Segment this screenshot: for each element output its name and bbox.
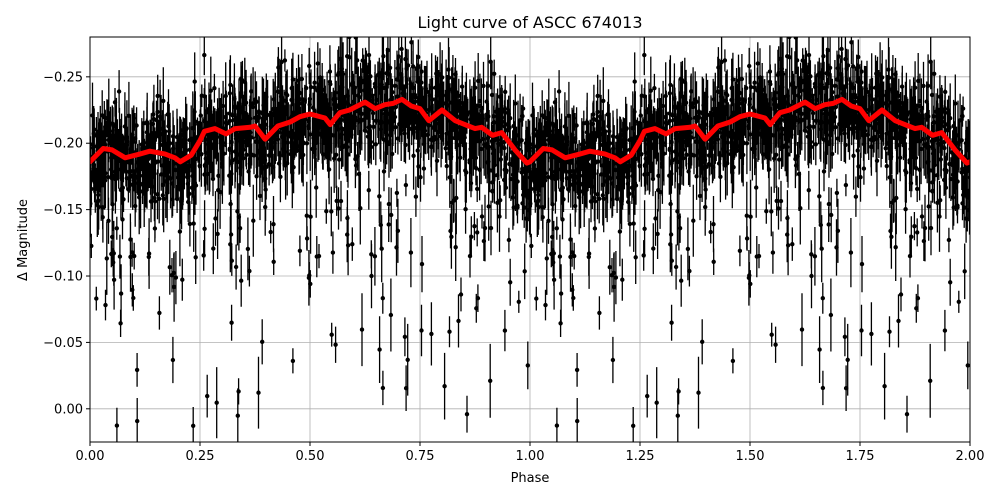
x-tick-label: 0.00: [76, 449, 105, 464]
y-tick-label: −0.10: [43, 270, 83, 285]
x-tick-label: 1.25: [626, 449, 655, 464]
y-axis-ticks: −0.25 −0.20 −0.15 −0.10 −0.05 0.00: [43, 70, 90, 417]
data-points: [90, 37, 970, 429]
x-tick-label: 0.50: [296, 449, 325, 464]
x-tick-label: 1.75: [846, 449, 875, 464]
x-tick-label: 1.50: [736, 449, 765, 464]
y-tick-label: −0.20: [43, 137, 83, 152]
binned-mean-curve: [90, 96, 970, 166]
binned-mean-line: [90, 96, 970, 166]
x-tick-label: 2.00: [956, 449, 985, 464]
y-tick-label: −0.05: [43, 336, 83, 351]
observation-points: [90, 37, 970, 442]
x-tick-label: 0.25: [186, 449, 215, 464]
x-tick-label: 0.75: [406, 449, 435, 464]
x-tick-label: 1.00: [516, 449, 545, 464]
chart-title: Light curve of ASCC 674013: [417, 13, 642, 32]
y-tick-label: 0.00: [54, 402, 83, 417]
y-axis-label: Δ Magnitude: [16, 199, 31, 281]
x-axis-label: Phase: [511, 471, 550, 486]
y-tick-label: −0.25: [43, 70, 83, 85]
x-axis-ticks: 0.00 0.25 0.50 0.75 1.00 1.25 1.50 1.75 2.00: [76, 442, 985, 464]
y-tick-label: −0.15: [43, 203, 83, 218]
